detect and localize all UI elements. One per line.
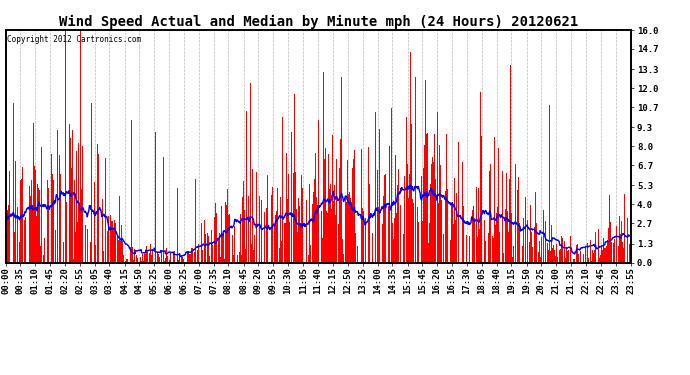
Text: Copyright 2012 Cartronics.com: Copyright 2012 Cartronics.com [7,34,141,44]
Title: Wind Speed Actual and Median by Minute mph (24 Hours) 20120621: Wind Speed Actual and Median by Minute m… [59,15,578,29]
